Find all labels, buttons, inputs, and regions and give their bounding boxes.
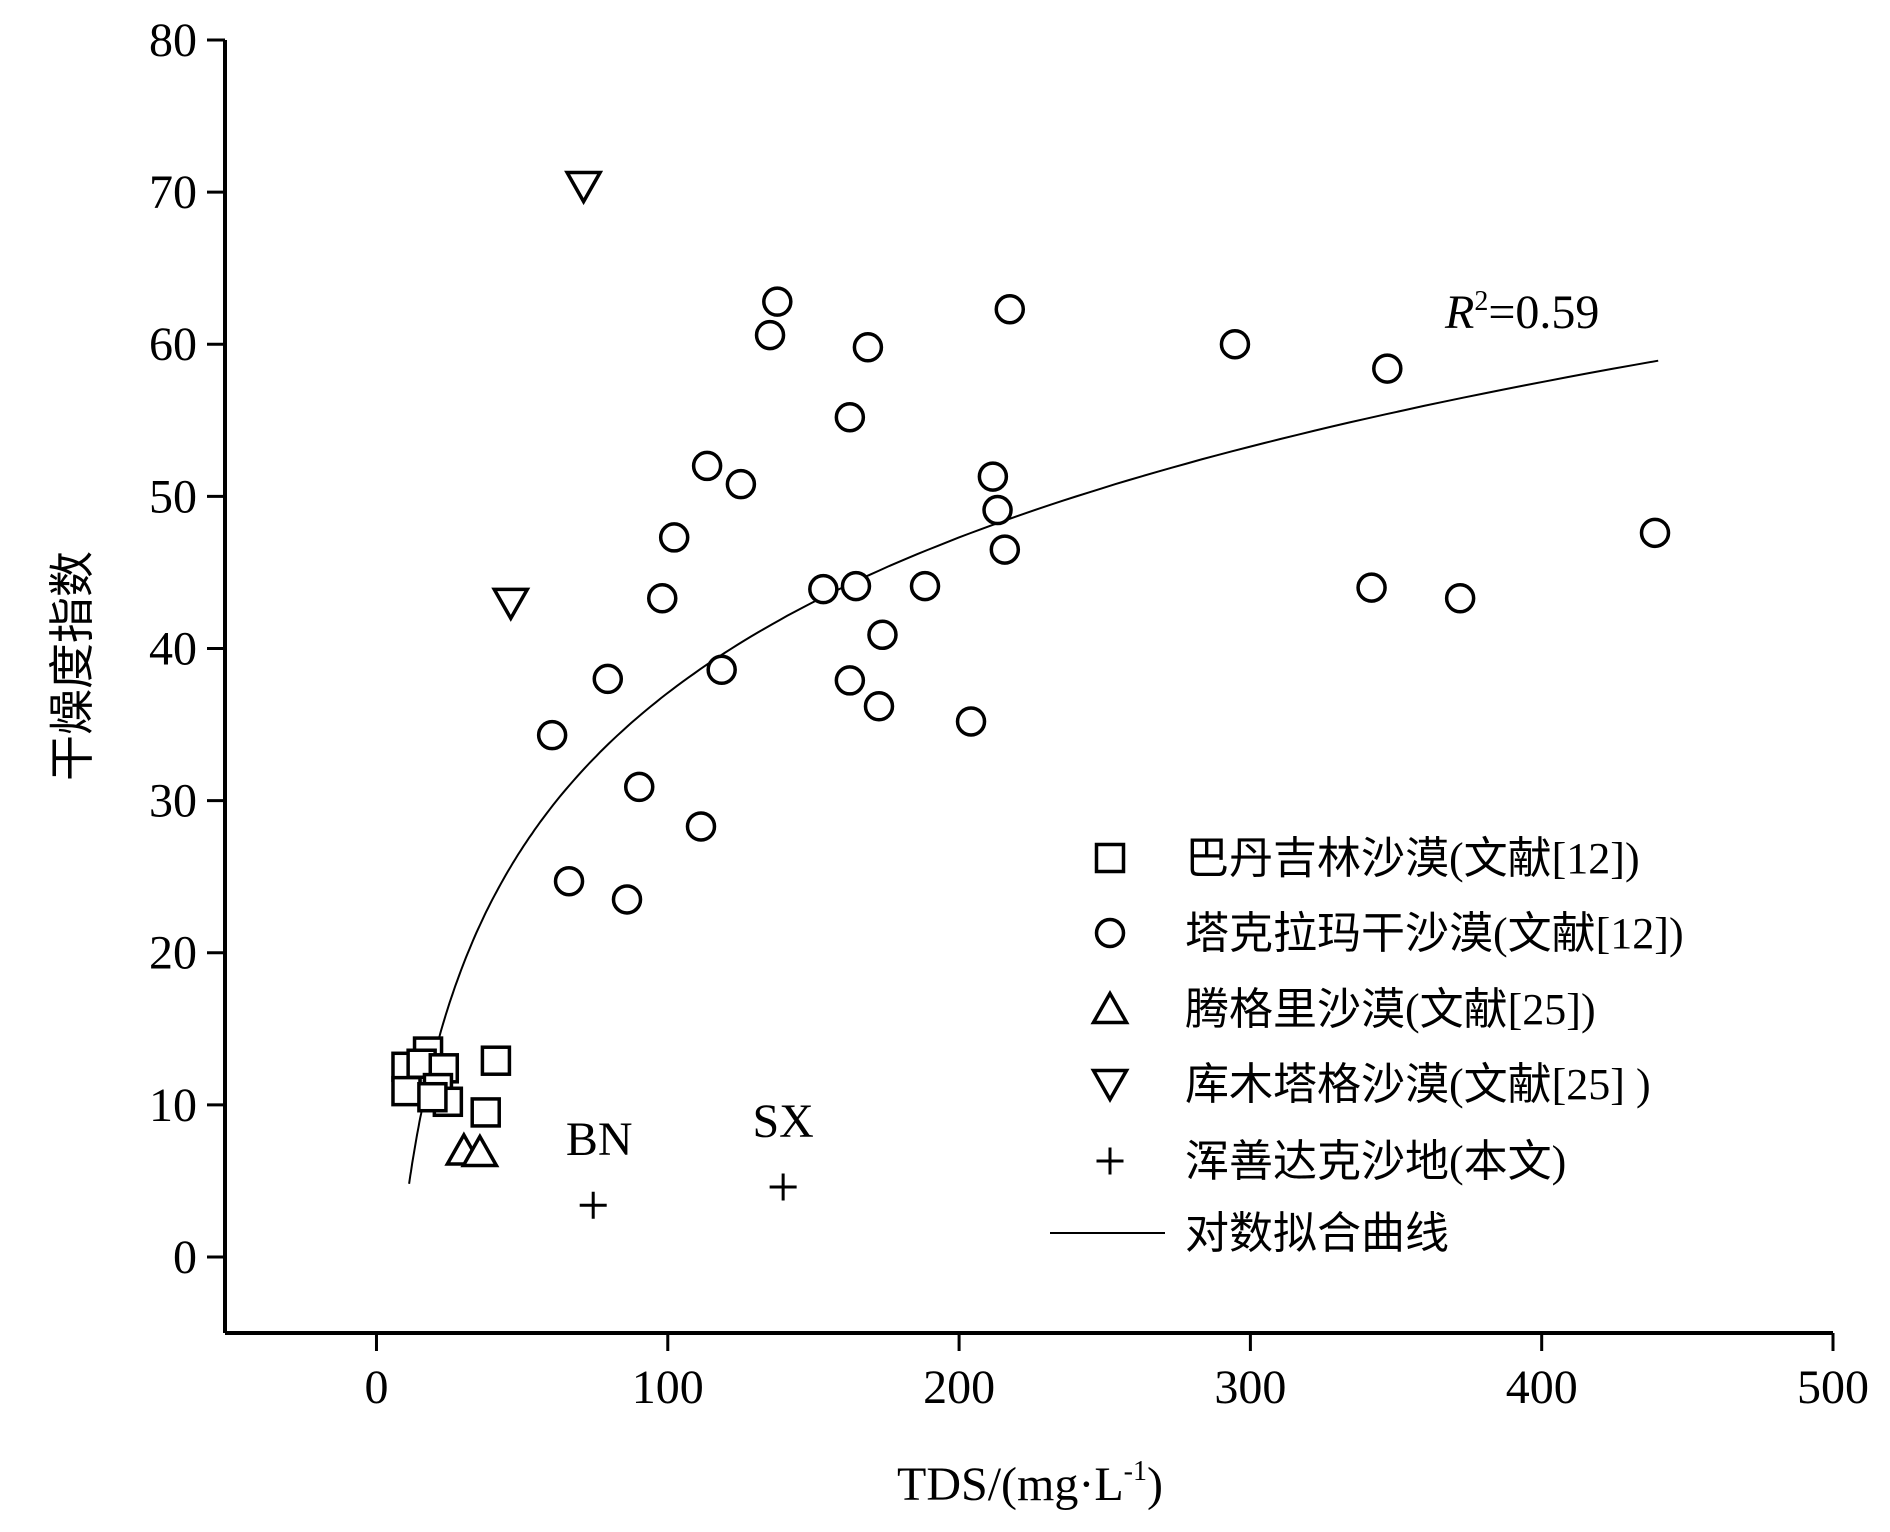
legend: 巴丹吉林沙漠(文献[12]) 塔克拉玛干沙漠(文献[12]) 腾格里沙漠(文献[25… xyxy=(1050,834,1684,1258)
data-points xyxy=(391,170,1671,1219)
data-point-circle xyxy=(867,619,898,651)
y-tick-label: 40 xyxy=(149,622,197,675)
data-point-circle xyxy=(808,573,839,605)
data-point-circle xyxy=(553,865,585,897)
data-point-plus xyxy=(769,1173,797,1201)
y-tick-label: 80 xyxy=(149,14,197,67)
point-label: BN xyxy=(566,1113,633,1166)
r2-annotation: R2=0.59 xyxy=(1444,286,1599,339)
data-point-circle xyxy=(1219,328,1251,360)
data-point-square xyxy=(391,1075,422,1107)
legend-label: 塔克拉玛干沙漠(文献[12]) xyxy=(1185,909,1684,958)
legend-label: 巴丹吉林沙漠(文献[12]) xyxy=(1185,834,1640,883)
x-tick-label: 300 xyxy=(1214,1361,1286,1414)
x-tick-label: 100 xyxy=(632,1361,704,1414)
data-point-circle xyxy=(762,286,793,317)
data-point-circle xyxy=(1444,583,1476,614)
data-point-circle xyxy=(834,665,866,696)
data-point-square xyxy=(470,1097,501,1128)
data-point-circle xyxy=(977,461,1009,492)
y-tick-label: 60 xyxy=(149,318,197,371)
x-tick-label: 500 xyxy=(1797,1361,1869,1414)
y-tick-label: 70 xyxy=(149,166,197,219)
point-labels: BN SX xyxy=(566,1095,814,1166)
data-point-circle xyxy=(982,494,1013,526)
data-point-circle xyxy=(592,663,624,695)
x-tick-label: 200 xyxy=(923,1361,995,1414)
data-point-circle xyxy=(623,771,655,803)
data-point-circle xyxy=(834,402,866,433)
data-point-plus xyxy=(579,1191,607,1219)
legend-label: 浑善达克沙地(本文) xyxy=(1185,1137,1566,1186)
legend-label: 腾格里沙漠(文献[25]) xyxy=(1185,985,1596,1034)
legend-label: 对数拟合曲线 xyxy=(1185,1209,1449,1258)
x-tick-label: 400 xyxy=(1506,1361,1578,1414)
data-point-circle xyxy=(658,522,690,553)
point-label: SX xyxy=(752,1095,813,1148)
data-point-triangle-down xyxy=(491,587,531,622)
data-point-circle xyxy=(1356,572,1387,603)
data-point-circle xyxy=(840,570,872,602)
data-point-circle xyxy=(852,332,884,363)
data-point-triangle-up xyxy=(460,1132,500,1168)
data-point-circle xyxy=(611,884,643,915)
x-tick-label: 0 xyxy=(364,1361,388,1414)
data-point-circle xyxy=(754,319,786,351)
tick-labels: 0 10 20 30 40 50 60 70 80 0 100 200 300 400 500 xyxy=(149,14,1869,1414)
data-point-circle xyxy=(1639,517,1671,549)
y-tick-label: 0 xyxy=(173,1231,197,1284)
data-point-circle xyxy=(994,293,1026,325)
y-tick-label: 10 xyxy=(149,1079,197,1132)
legend-marker-plus xyxy=(1096,1147,1124,1175)
legend-marker-circle xyxy=(1094,917,1126,949)
data-point-triangle-down xyxy=(564,170,604,206)
data-point-square xyxy=(417,1081,448,1113)
legend-marker-triangle-up xyxy=(1090,989,1130,1025)
legend-marker-square xyxy=(1094,842,1126,874)
data-point-circle xyxy=(536,719,568,751)
data-point-circle xyxy=(909,570,941,602)
x-axis-label: TDS/(mg·L-1) xyxy=(897,1456,1163,1511)
data-point-circle xyxy=(955,706,987,737)
data-point-circle xyxy=(725,468,757,500)
data-point-circle xyxy=(706,654,737,686)
data-point-circle xyxy=(685,811,717,842)
data-point-circle xyxy=(1372,353,1403,384)
data-point-circle xyxy=(989,534,1021,565)
y-tick-label: 20 xyxy=(149,927,197,980)
data-point-circle xyxy=(646,583,678,614)
axes xyxy=(207,38,1835,1351)
y-tick-label: 50 xyxy=(149,470,197,523)
legend-marker-triangle-down xyxy=(1090,1068,1130,1104)
y-tick-label: 30 xyxy=(149,775,197,828)
data-point-circle xyxy=(691,450,723,482)
legend-label: 库木塔格沙漠(文献[25] ) xyxy=(1185,1060,1651,1109)
data-point-square xyxy=(480,1045,512,1076)
y-axis-label: 干燥度指数 xyxy=(45,551,99,781)
data-point-circle xyxy=(863,691,895,722)
